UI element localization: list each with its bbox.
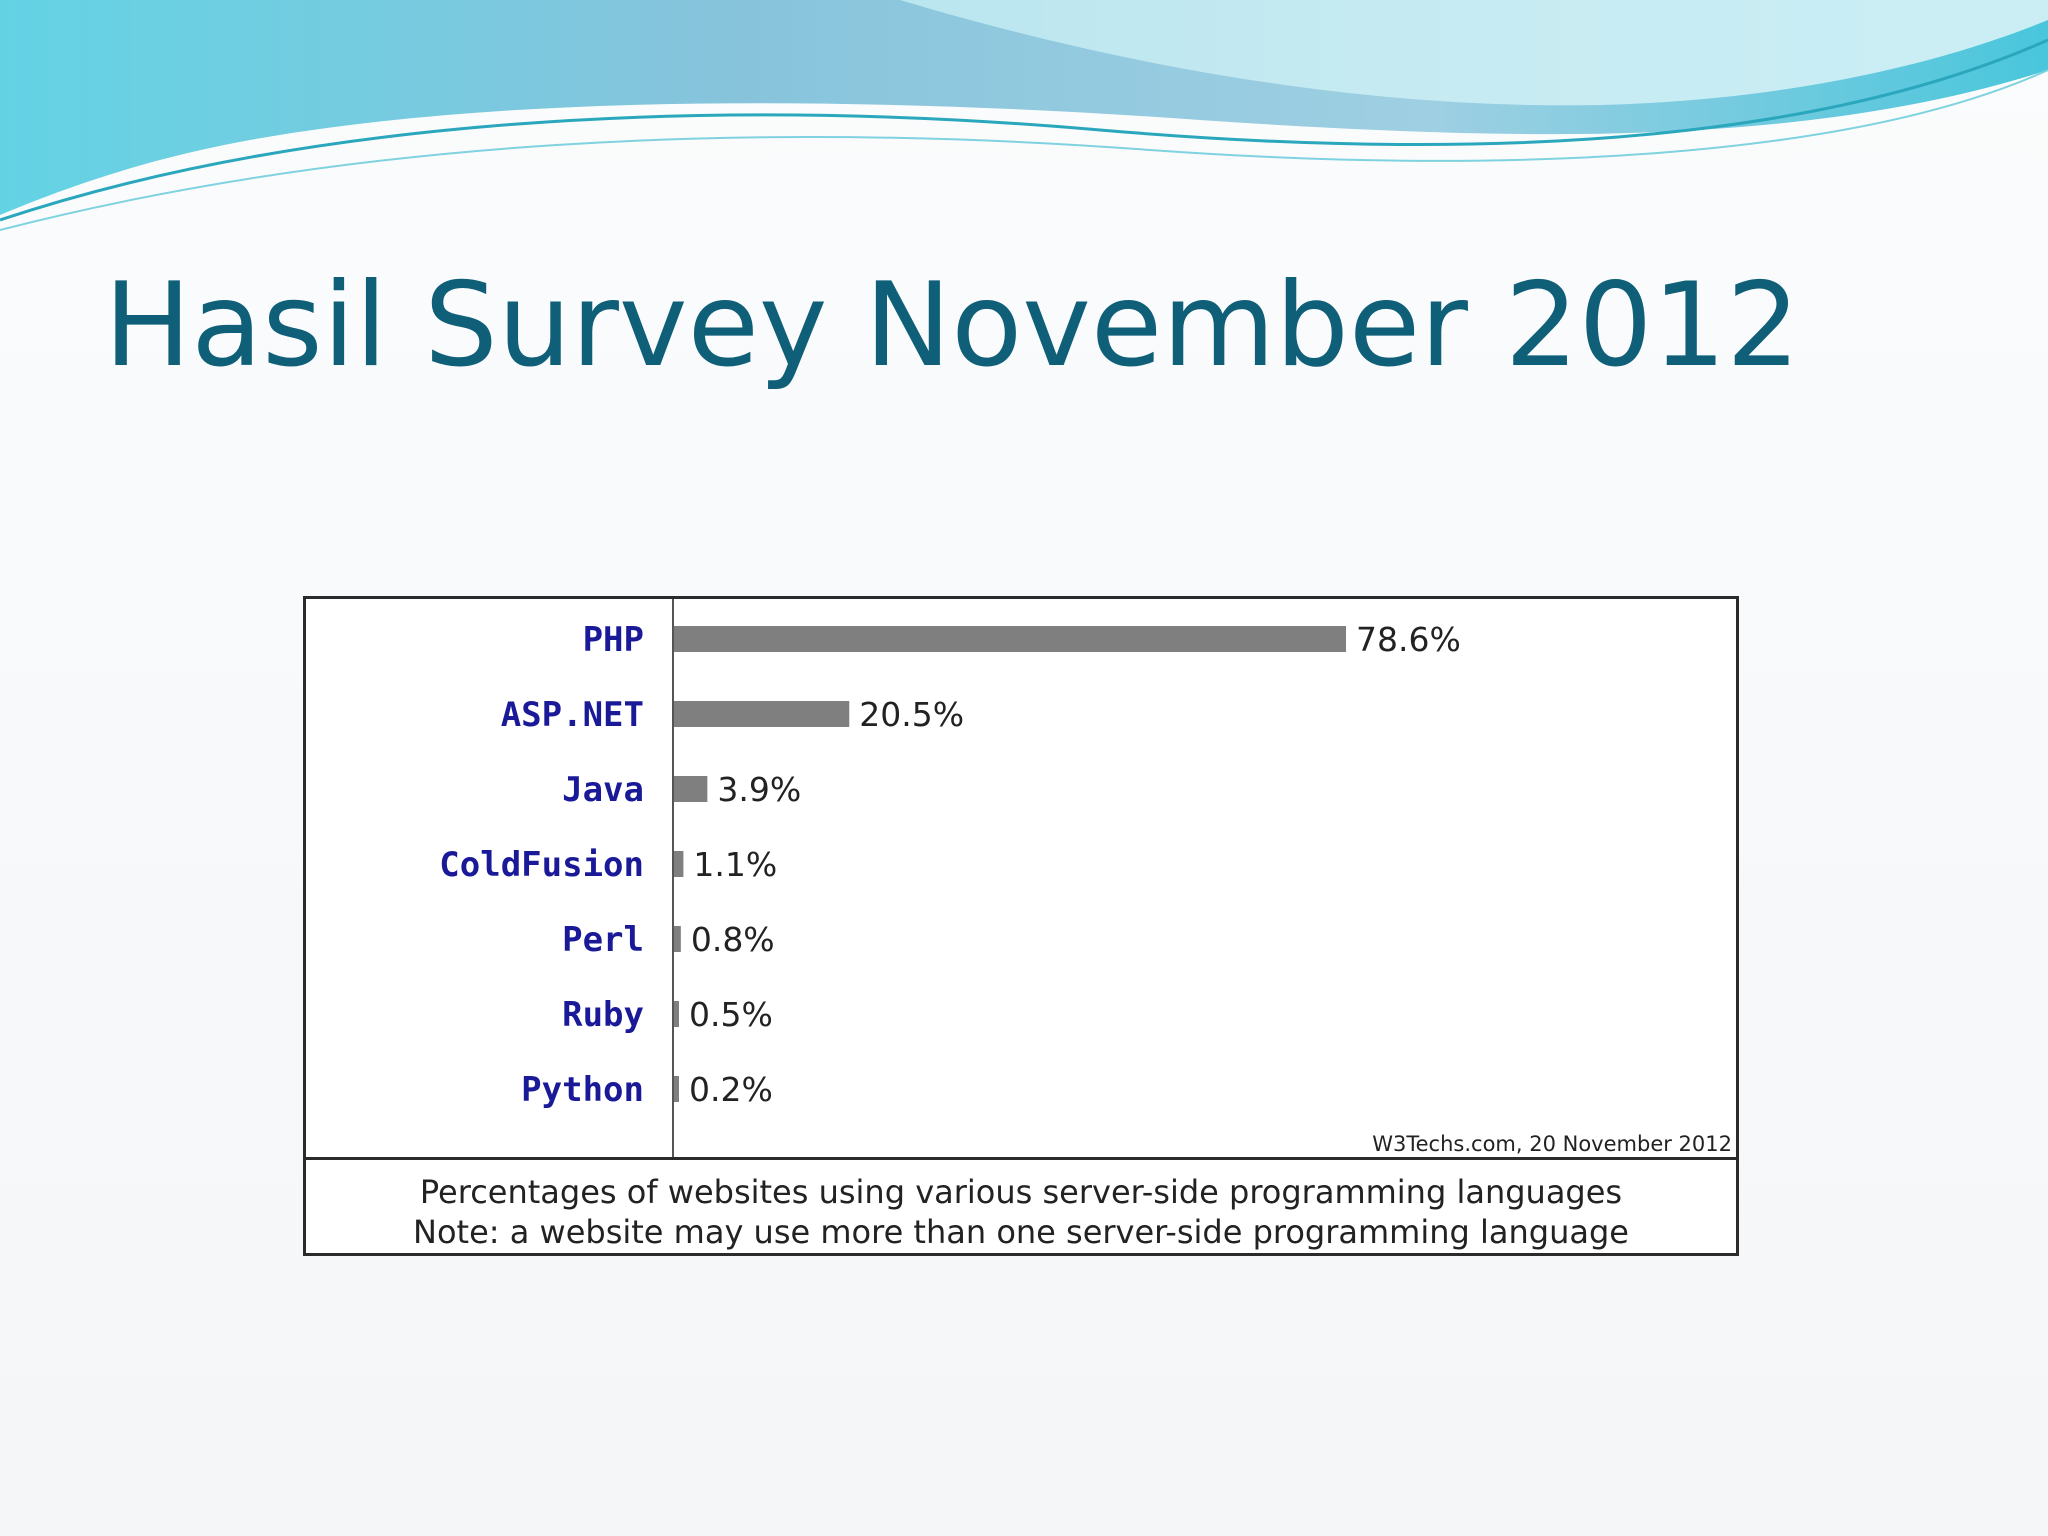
category-label-python: Python: [521, 1070, 644, 1110]
chart-plot-area: PHP 78.6% ASP.NET 20.5% Java 3.9% ColdFusion 1.…: [439, 599, 1732, 1157]
category-label-perl: Perl: [562, 920, 644, 960]
category-label-ruby: Ruby: [562, 995, 644, 1035]
chart-caption: Percentages of websites using various se…: [306, 1157, 1736, 1253]
value-label-ruby: 0.5%: [689, 995, 773, 1034]
value-label-asp-net: 20.5%: [859, 695, 964, 734]
slide-title: Hasil Survey November 2012: [104, 258, 1800, 393]
chart-credit: W3Techs.com, 20 November 2012: [1372, 1132, 1732, 1156]
value-label-perl: 0.8%: [691, 920, 775, 959]
caption-line-1: Percentages of websites using various se…: [419, 1173, 1623, 1211]
header-wave-decoration: [0, 0, 2048, 231]
value-label-python: 0.2%: [689, 1070, 773, 1109]
bar-java: [674, 776, 708, 802]
bar-chart: PHP 78.6% ASP.NET 20.5% Java 3.9% ColdFusion 1.…: [303, 596, 1739, 1256]
bar-asp-net: [674, 701, 850, 727]
category-label-asp-net: ASP.NET: [501, 695, 644, 735]
bar-python: [674, 1076, 679, 1102]
value-label-php: 78.6%: [1356, 620, 1461, 659]
bar-coldfusion: [674, 851, 684, 877]
caption-line-2: Note: a website may use more than one se…: [413, 1213, 1629, 1251]
category-label-coldfusion: ColdFusion: [439, 845, 644, 885]
category-label-php: PHP: [583, 620, 644, 660]
category-label-java: Java: [562, 770, 644, 810]
bar-php: [674, 626, 1347, 652]
bar-perl: [674, 926, 681, 952]
bar-ruby: [674, 1001, 679, 1027]
value-label-coldfusion: 1.1%: [693, 845, 777, 884]
value-label-java: 3.9%: [717, 770, 801, 809]
bars-group: PHP 78.6% ASP.NET 20.5% Java 3.9% ColdFusion 1.…: [439, 620, 1461, 1110]
